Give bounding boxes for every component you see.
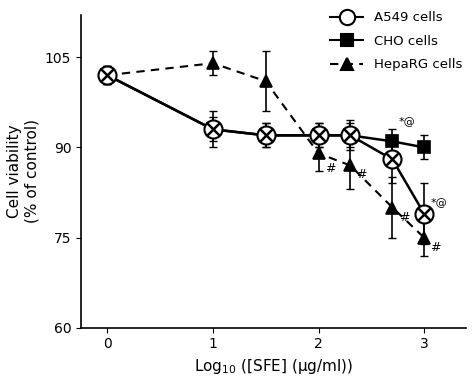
X-axis label: Log$_{10}$ ([SFE] (μg/ml)): Log$_{10}$ ([SFE] (μg/ml)): [194, 357, 353, 376]
Text: *@: *@: [399, 116, 416, 126]
Legend: A549 cells, CHO cells, HepaRG cells: A549 cells, CHO cells, HepaRG cells: [325, 6, 467, 77]
Text: #: #: [356, 169, 367, 182]
Text: #: #: [325, 162, 335, 175]
Text: #: #: [399, 211, 409, 224]
Text: *@: *@: [430, 198, 447, 208]
Y-axis label: Cell viability
(% of control): Cell viability (% of control): [7, 119, 39, 223]
Text: #: #: [430, 241, 441, 254]
